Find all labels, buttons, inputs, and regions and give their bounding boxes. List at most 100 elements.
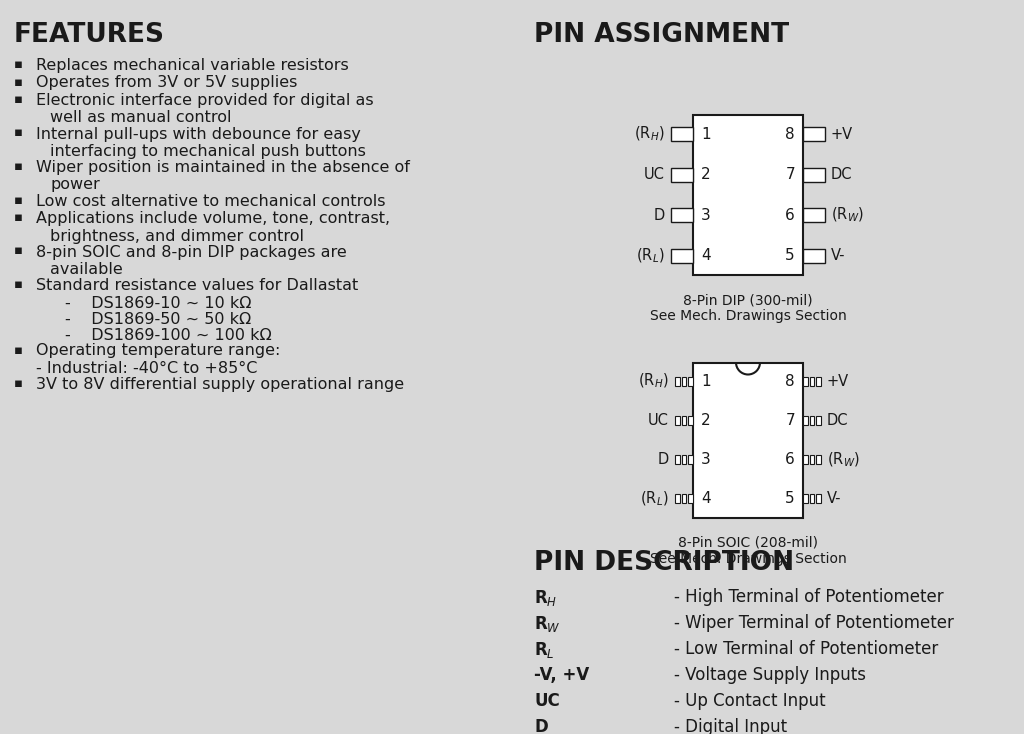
- Text: 6: 6: [785, 452, 795, 467]
- Bar: [803, 127, 825, 141]
- Text: 2: 2: [701, 167, 711, 182]
- Text: ▪: ▪: [14, 211, 23, 224]
- Bar: [803, 416, 808, 425]
- Text: Standard resistance values for Dallastat: Standard resistance values for Dallastat: [36, 278, 358, 293]
- Text: ▪: ▪: [14, 58, 23, 71]
- Text: 3: 3: [701, 208, 711, 222]
- Text: PIN ASSIGNMENT: PIN ASSIGNMENT: [534, 22, 790, 48]
- Text: Electronic interface provided for digital as: Electronic interface provided for digita…: [36, 93, 374, 108]
- Text: D: D: [657, 452, 669, 467]
- Text: 8-pin SOIC and 8-pin DIP packages are: 8-pin SOIC and 8-pin DIP packages are: [36, 244, 347, 260]
- Text: D: D: [653, 208, 665, 222]
- Text: 8-Pin DIP (300-mil): 8-Pin DIP (300-mil): [683, 293, 813, 307]
- Text: 1: 1: [701, 127, 711, 142]
- Bar: [810, 455, 814, 464]
- Bar: [682, 455, 686, 464]
- Text: (R$_L$): (R$_L$): [637, 247, 665, 265]
- Bar: [671, 249, 693, 263]
- Bar: [688, 495, 693, 504]
- Text: UC: UC: [644, 167, 665, 182]
- Text: R$_W$: R$_W$: [534, 614, 561, 634]
- Text: -    DS1869-10 ~ 10 kΩ: - DS1869-10 ~ 10 kΩ: [65, 296, 252, 310]
- Bar: [816, 416, 821, 425]
- Text: power: power: [50, 178, 99, 192]
- Bar: [688, 416, 693, 425]
- Text: Applications include volume, tone, contrast,: Applications include volume, tone, contr…: [36, 211, 390, 226]
- Text: 6: 6: [785, 208, 795, 222]
- Bar: [675, 455, 680, 464]
- Text: - Low Terminal of Potentiometer: - Low Terminal of Potentiometer: [674, 640, 938, 658]
- Text: -    DS1869-50 ~ 50 kΩ: - DS1869-50 ~ 50 kΩ: [65, 311, 251, 327]
- Text: ▪: ▪: [14, 377, 23, 390]
- Bar: [803, 377, 808, 385]
- Text: - Wiper Terminal of Potentiometer: - Wiper Terminal of Potentiometer: [674, 614, 954, 632]
- Bar: [816, 495, 821, 504]
- Text: 7: 7: [785, 167, 795, 182]
- Text: 8: 8: [785, 374, 795, 388]
- Bar: [688, 455, 693, 464]
- Text: Low cost alternative to mechanical controls: Low cost alternative to mechanical contr…: [36, 194, 385, 208]
- Bar: [803, 249, 825, 263]
- Text: 5: 5: [785, 248, 795, 264]
- Bar: [803, 168, 825, 182]
- Text: (R$_L$): (R$_L$): [640, 490, 669, 508]
- Bar: [803, 208, 825, 222]
- Bar: [671, 168, 693, 182]
- Text: UC: UC: [534, 692, 560, 710]
- Text: PIN DESCRIPTION: PIN DESCRIPTION: [534, 550, 795, 576]
- Text: DC: DC: [831, 167, 853, 182]
- Text: R$_H$: R$_H$: [534, 588, 557, 608]
- Text: Internal pull-ups with debounce for easy: Internal pull-ups with debounce for easy: [36, 126, 360, 142]
- Text: 3V to 8V differential supply operational range: 3V to 8V differential supply operational…: [36, 377, 404, 392]
- Text: ▪: ▪: [14, 278, 23, 291]
- Text: 1: 1: [701, 374, 711, 388]
- Text: - Voltage Supply Inputs: - Voltage Supply Inputs: [674, 666, 866, 684]
- Text: (R$_W$): (R$_W$): [827, 451, 860, 469]
- Text: - Digital Input: - Digital Input: [674, 718, 787, 734]
- Text: FEATURES: FEATURES: [14, 22, 165, 48]
- Bar: [675, 416, 680, 425]
- Text: Operating temperature range:: Operating temperature range:: [36, 344, 281, 358]
- Bar: [810, 495, 814, 504]
- Text: UC: UC: [648, 413, 669, 428]
- Text: -    DS1869-100 ~ 100 kΩ: - DS1869-100 ~ 100 kΩ: [65, 327, 271, 343]
- Bar: [803, 495, 808, 504]
- Bar: [675, 377, 680, 385]
- Text: See Mech. Drawings Section: See Mech. Drawings Section: [649, 551, 847, 565]
- Bar: [810, 377, 814, 385]
- Text: R$_L$: R$_L$: [534, 640, 555, 660]
- Text: Replaces mechanical variable resistors: Replaces mechanical variable resistors: [36, 58, 349, 73]
- Bar: [816, 377, 821, 385]
- Text: ▪: ▪: [14, 194, 23, 206]
- Text: available: available: [50, 262, 123, 277]
- Bar: [671, 127, 693, 141]
- Text: 3: 3: [701, 452, 711, 467]
- Text: (R$_H$): (R$_H$): [635, 125, 665, 143]
- Text: 8-Pin SOIC (208-mil): 8-Pin SOIC (208-mil): [678, 536, 818, 550]
- Text: 7: 7: [785, 413, 795, 428]
- Text: D: D: [534, 718, 548, 734]
- Bar: [816, 455, 821, 464]
- Text: (R$_W$): (R$_W$): [831, 206, 864, 225]
- Bar: [682, 377, 686, 385]
- Text: brightness, and dimmer control: brightness, and dimmer control: [50, 228, 304, 244]
- Text: Wiper position is maintained in the absence of: Wiper position is maintained in the abse…: [36, 160, 410, 175]
- Text: interfacing to mechanical push buttons: interfacing to mechanical push buttons: [50, 144, 366, 159]
- Text: Operates from 3V or 5V supplies: Operates from 3V or 5V supplies: [36, 76, 297, 90]
- Text: ▪: ▪: [14, 76, 23, 89]
- Bar: [693, 115, 803, 275]
- Bar: [803, 455, 808, 464]
- Text: ▪: ▪: [14, 93, 23, 106]
- Text: See Mech. Drawings Section: See Mech. Drawings Section: [649, 309, 847, 323]
- Text: -V, +V: -V, +V: [534, 666, 589, 684]
- Bar: [671, 208, 693, 222]
- Bar: [688, 377, 693, 385]
- Bar: [682, 495, 686, 504]
- Text: ▪: ▪: [14, 160, 23, 173]
- Text: V-: V-: [831, 248, 846, 264]
- Text: V-: V-: [827, 491, 842, 506]
- Text: 4: 4: [701, 491, 711, 506]
- Text: 8: 8: [785, 127, 795, 142]
- Text: - High Terminal of Potentiometer: - High Terminal of Potentiometer: [674, 588, 944, 606]
- Bar: [682, 416, 686, 425]
